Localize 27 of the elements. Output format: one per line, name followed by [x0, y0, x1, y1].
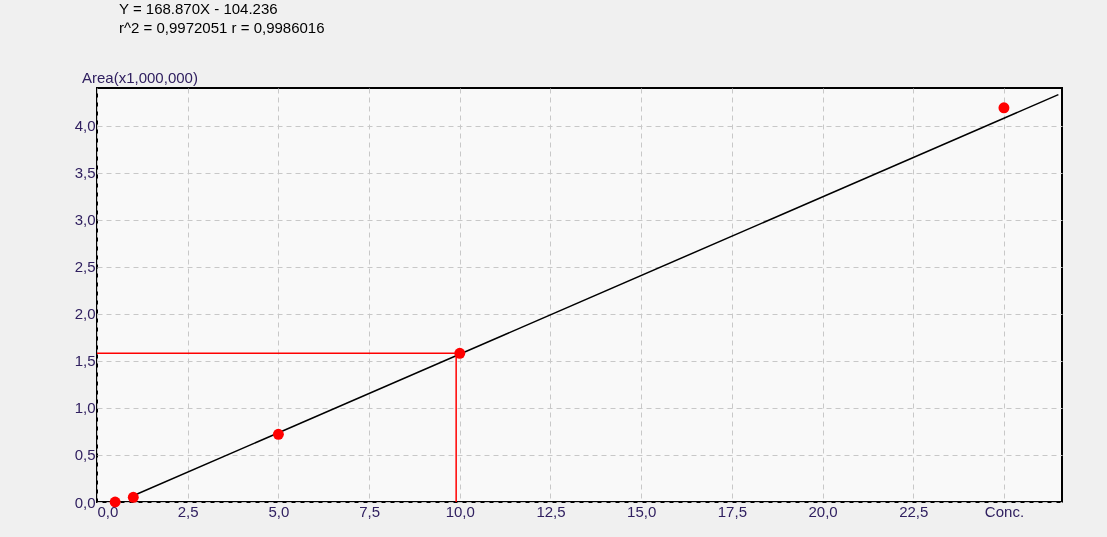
y-tick-label: 1,0	[74, 399, 96, 417]
y-tick-label: 3,5	[74, 164, 96, 182]
x-tick-label: 7,5	[359, 502, 381, 520]
x-tick-label: 12,5	[536, 502, 566, 520]
y-axis-title: Area(x1,000,000)	[82, 69, 198, 86]
point	[127, 491, 139, 503]
x-tick-label: 5,0	[268, 502, 290, 520]
x-tick-label: 17,5	[717, 502, 747, 520]
x-tick-label: 10,0	[445, 502, 475, 520]
y-tick-label: 2,0	[74, 305, 96, 323]
point	[109, 496, 121, 508]
point	[454, 347, 466, 359]
text: r^2 = 0,9972051 r = 0,9986016	[119, 19, 325, 36]
point	[998, 102, 1010, 114]
x-tick-label: 20,0	[808, 502, 838, 520]
x-tick-label: 22,5	[899, 502, 929, 520]
y-tick-label: 2,5	[74, 258, 96, 276]
x-tick-label: 15,0	[627, 502, 657, 520]
x-tick-label: 2,5	[177, 502, 199, 520]
x-tick-label: 0,0	[97, 502, 119, 520]
y-tick-label: 1,5	[74, 352, 96, 370]
y-tick-label: 4,0	[74, 117, 96, 135]
x-tick-label: Conc.	[984, 502, 1025, 520]
text: Y = 168.870X - 104.236	[119, 0, 278, 17]
point	[272, 428, 284, 440]
y-tick-label: 3,0	[74, 211, 96, 229]
y-tick-label: 0,5	[74, 446, 96, 464]
